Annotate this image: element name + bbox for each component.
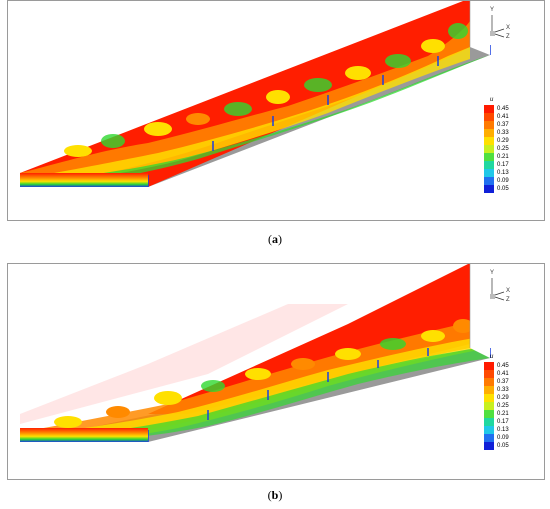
legend-swatch [484,410,494,418]
legend-swatch [484,185,494,193]
colorbar-legend-a: u 0.45 0.41 0.37 0.33 0.29 0.25 0.21 0.1… [484,97,524,197]
legend-swatch [484,418,494,426]
legend-swatch [484,169,494,177]
legend-label: 0.29 [497,138,509,144]
legend-swatch [484,402,494,410]
legend-label: 0.29 [497,395,509,401]
inlet-face [20,173,148,187]
axis-triad-a: Y X Z [486,7,516,41]
legend-label: 0.25 [497,403,509,409]
legend-swatch [484,386,494,394]
flow-visualization-a [20,1,491,187]
axis-x-label: X [506,25,511,31]
legend-label: 0.25 [497,146,509,152]
legend-swatch [484,145,494,153]
legend-swatch [484,177,494,185]
axis-triad-b: Y X Z [486,270,516,304]
legend-swatch [484,153,494,161]
legend-label: 0.09 [497,178,509,184]
panel-b: Y X Z u 0.45 0.41 0.37 0.33 0.29 0.25 0.… [7,263,545,480]
axis-y-label: Y [490,270,495,276]
legend-swatch [484,105,494,113]
panel-a: Y X Z u 0.45 0.41 0.37 0.33 0.29 0.25 0.… [7,0,545,221]
legend-swatch [484,137,494,145]
legend-label: 0.37 [497,122,509,128]
axis-y-label: Y [490,7,495,13]
legend-label: 0.41 [497,114,509,120]
flow-visualization-b [20,264,491,442]
legend-swatch [484,434,494,442]
legend-swatch [484,121,494,129]
legend-title: u [490,97,494,103]
legend-label: 0.21 [497,411,509,417]
legend-label: 0.33 [497,130,509,136]
legend-title: u [490,354,494,360]
legend-label: 0.37 [497,379,509,385]
legend-label: 0.17 [497,419,509,425]
legend-label: 0.45 [497,106,509,112]
inlet-face [20,428,148,442]
legend-label: 0.13 [497,427,509,433]
axis-z-label: Z [506,34,510,40]
legend-label: 0.17 [497,162,509,168]
legend-swatch [484,370,494,378]
legend-swatch [484,378,494,386]
legend-label: 0.41 [497,371,509,377]
legend-swatch [484,362,494,370]
legend-label: 0.33 [497,387,509,393]
legend-label: 0.05 [497,443,509,449]
legend-label: 0.13 [497,170,509,176]
colorbar-legend-b: u 0.45 0.41 0.37 0.33 0.29 0.25 0.21 0.1… [484,354,524,454]
high-velocity-region [20,1,470,187]
legend-label: 0.05 [497,186,509,192]
legend-swatch [484,442,494,450]
vortex-structures [54,319,473,428]
axis-x-label: X [506,288,511,294]
vortex-structures [64,23,468,157]
caption-a: (a) [268,232,282,246]
legend-swatch [484,161,494,169]
legend-swatch [484,426,494,434]
legend-swatch [484,129,494,137]
caption-b: (b) [267,488,283,502]
legend-swatch [484,394,494,402]
legend-swatch [484,113,494,121]
legend-label: 0.21 [497,154,509,160]
legend-label: 0.45 [497,363,509,369]
axis-z-label: Z [506,297,510,303]
legend-label: 0.09 [497,435,509,441]
